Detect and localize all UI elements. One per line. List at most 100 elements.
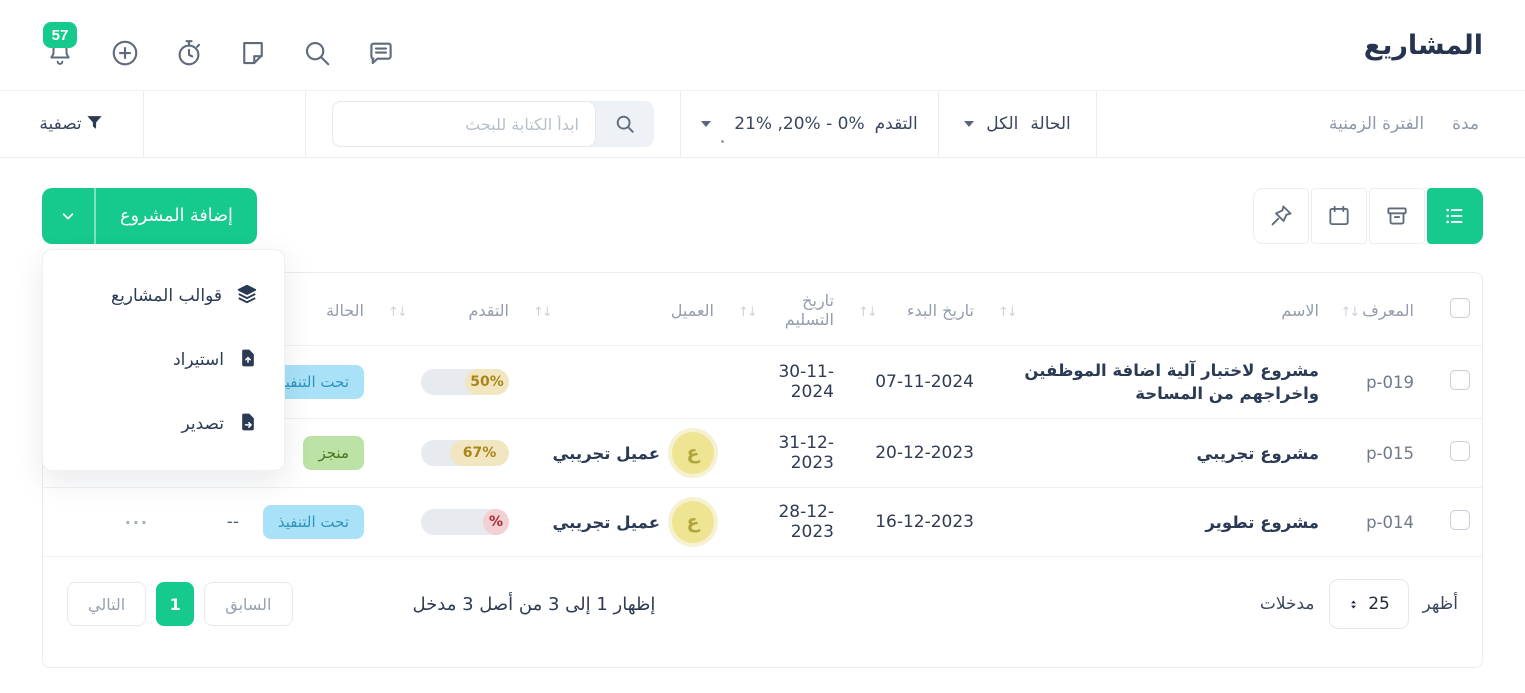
notifications-bell-icon[interactable]: 57	[42, 22, 78, 68]
menu-item-label: استيراد	[173, 350, 224, 370]
add-project-button[interactable]: إضافة المشروع	[96, 188, 257, 244]
menu-item-label: تصدير	[181, 414, 224, 434]
project-id: p-015	[1366, 443, 1414, 463]
timer-icon[interactable]	[172, 22, 206, 68]
header-progress[interactable]: التقدم	[468, 300, 509, 320]
table-row: p-014 مشروع تطوير 16-12-2023 28-12-2023 …	[43, 488, 1482, 557]
funnel-icon	[85, 113, 104, 136]
next-page-button[interactable]: التالي	[67, 582, 147, 627]
archive-view-icon[interactable]	[1369, 188, 1425, 244]
pagination-buttons: السابق 1 التالي	[67, 582, 293, 627]
progress-fill: 67%	[450, 440, 509, 467]
client-name: عميل تجريبي	[552, 512, 660, 532]
page-size-value: 25	[1368, 594, 1390, 615]
project-name[interactable]: مشروع لاختبار آلية اضافة الموظفين واخراج…	[1024, 361, 1319, 404]
sort-icon[interactable]	[998, 301, 1016, 320]
progress-bar: 67%	[421, 440, 509, 467]
plus-circle-icon[interactable]	[108, 22, 142, 68]
row-checkbox[interactable]	[1450, 369, 1470, 390]
client-name: عميل تجريبي	[552, 443, 660, 463]
show-label: أظهر	[1422, 594, 1458, 615]
file-import-icon	[238, 348, 258, 372]
menu-item-project-templates[interactable]: قوالب المشاريع	[43, 264, 284, 328]
notification-count-badge: 57	[43, 22, 77, 48]
page-size-select[interactable]: 25	[1328, 579, 1409, 630]
filter-bar: مدة الفترة الزمنية الحالة الكل التقدم 0%…	[0, 90, 1525, 158]
note-icon[interactable]	[236, 22, 270, 68]
row-checkbox[interactable]	[1450, 440, 1470, 461]
header-name[interactable]: الاسم	[1281, 300, 1319, 320]
progress-bar: 50%	[421, 369, 509, 396]
period-filter-section: مدة الفترة الزمنية	[1096, 91, 1525, 157]
projects-table: المعرف الاسم تاريخ البدء تاريخ التسليم ا…	[43, 273, 1482, 556]
delivery-date: 30-11-2024	[778, 362, 834, 403]
table-header-row: المعرف الاسم تاريخ البدء تاريخ التسليم ا…	[43, 273, 1482, 346]
status-filter-value: الكل	[986, 114, 1019, 134]
current-page-button[interactable]: 1	[156, 582, 195, 627]
header-delivery-date[interactable]: تاريخ التسليم	[784, 291, 834, 329]
project-name[interactable]: مشروع تجريبي	[1196, 443, 1319, 463]
avatar: ع	[672, 432, 714, 475]
filter-button-label: تصفية	[39, 114, 82, 134]
projects-table-card: المعرف الاسم تاريخ البدء تاريخ التسليم ا…	[42, 272, 1483, 669]
select-all-checkbox[interactable]	[1450, 298, 1470, 318]
table-row: p-015 مشروع تجريبي 20-12-2023 31-12-2023…	[43, 419, 1482, 488]
topbar: المشاريع 57	[0, 0, 1525, 90]
project-name[interactable]: مشروع تطوير	[1205, 512, 1319, 532]
status-filter-label: الحالة	[1030, 114, 1071, 134]
status-badge: منجز	[303, 436, 364, 471]
calendar-view-icon[interactable]	[1311, 188, 1367, 244]
search-submit-icon[interactable]	[596, 101, 654, 147]
start-date: 20-12-2023	[875, 443, 974, 464]
chat-icon[interactable]	[364, 22, 398, 68]
updown-arrows-icon	[1351, 600, 1357, 609]
list-view-icon[interactable]	[1427, 188, 1483, 244]
progress-bar: %	[421, 509, 509, 536]
pagination-bar: أظهر 25 مدخلات إظهار 1 إلى 3 من أصل 3 مد…	[43, 556, 1482, 667]
progress-fill: %	[483, 509, 509, 536]
progress-filter-label: التقدم	[874, 114, 918, 134]
sort-icon[interactable]	[388, 301, 406, 320]
progress-filter-value: 0% - 20%, 21%	[734, 114, 865, 134]
row-checkbox[interactable]	[1450, 509, 1470, 530]
menu-item-import[interactable]: استيراد	[43, 328, 284, 392]
search-input[interactable]	[332, 101, 596, 147]
page-title: المشاريع	[1363, 29, 1483, 61]
avatar: ع	[672, 501, 714, 544]
search-icon[interactable]	[300, 22, 334, 68]
progress-fill: 50%	[465, 369, 509, 396]
header-start-date[interactable]: تاريخ البدء	[907, 300, 974, 320]
header-id[interactable]: المعرف	[1362, 300, 1414, 320]
pin-view-icon[interactable]	[1253, 188, 1309, 244]
status-filter-dropdown[interactable]: الحالة الكل	[938, 91, 1096, 157]
sort-icon[interactable]	[858, 301, 876, 320]
search-box	[332, 101, 654, 147]
delivery-date: 28-12-2023	[778, 502, 834, 543]
add-project-dropdown-menu: قوالب المشاريع استيراد تصدير	[42, 249, 285, 471]
previous-page-button[interactable]: السابق	[204, 582, 293, 627]
pagination-info: إظهار 1 إلى 3 من أصل 3 مدخل	[412, 593, 656, 615]
add-project-split-button: إضافة المشروع	[42, 188, 257, 244]
chevron-down-icon	[701, 121, 712, 132]
progress-filter-dropdown[interactable]: التقدم 0% - 20%, 21%	[680, 91, 938, 157]
duration-filter[interactable]: مدة	[1452, 114, 1479, 134]
add-project-chevron-down-icon[interactable]	[42, 188, 96, 244]
row-actions-menu[interactable]: ···	[124, 512, 149, 532]
sort-icon[interactable]	[1341, 301, 1359, 320]
menu-item-export[interactable]: تصدير	[43, 392, 284, 456]
filter-bar-empty-section	[143, 91, 305, 157]
chevron-down-icon	[964, 121, 975, 132]
delivery-date: 31-12-2023	[778, 433, 834, 474]
sort-icon[interactable]	[738, 301, 756, 320]
filter-button[interactable]: تصفية	[0, 91, 143, 157]
file-export-icon	[238, 412, 258, 436]
page-size-control: أظهر 25 مدخلات	[1260, 579, 1458, 630]
menu-item-label: قوالب المشاريع	[111, 286, 222, 306]
header-client[interactable]: العميل	[670, 300, 714, 320]
toolbar: إضافة المشروع قوالب المشاريع استيراد	[0, 188, 1525, 471]
sort-icon[interactable]	[533, 301, 551, 320]
project-id: p-019	[1366, 372, 1414, 392]
time-period-filter[interactable]: الفترة الزمنية	[1328, 114, 1425, 134]
members-cell: --	[226, 512, 239, 533]
